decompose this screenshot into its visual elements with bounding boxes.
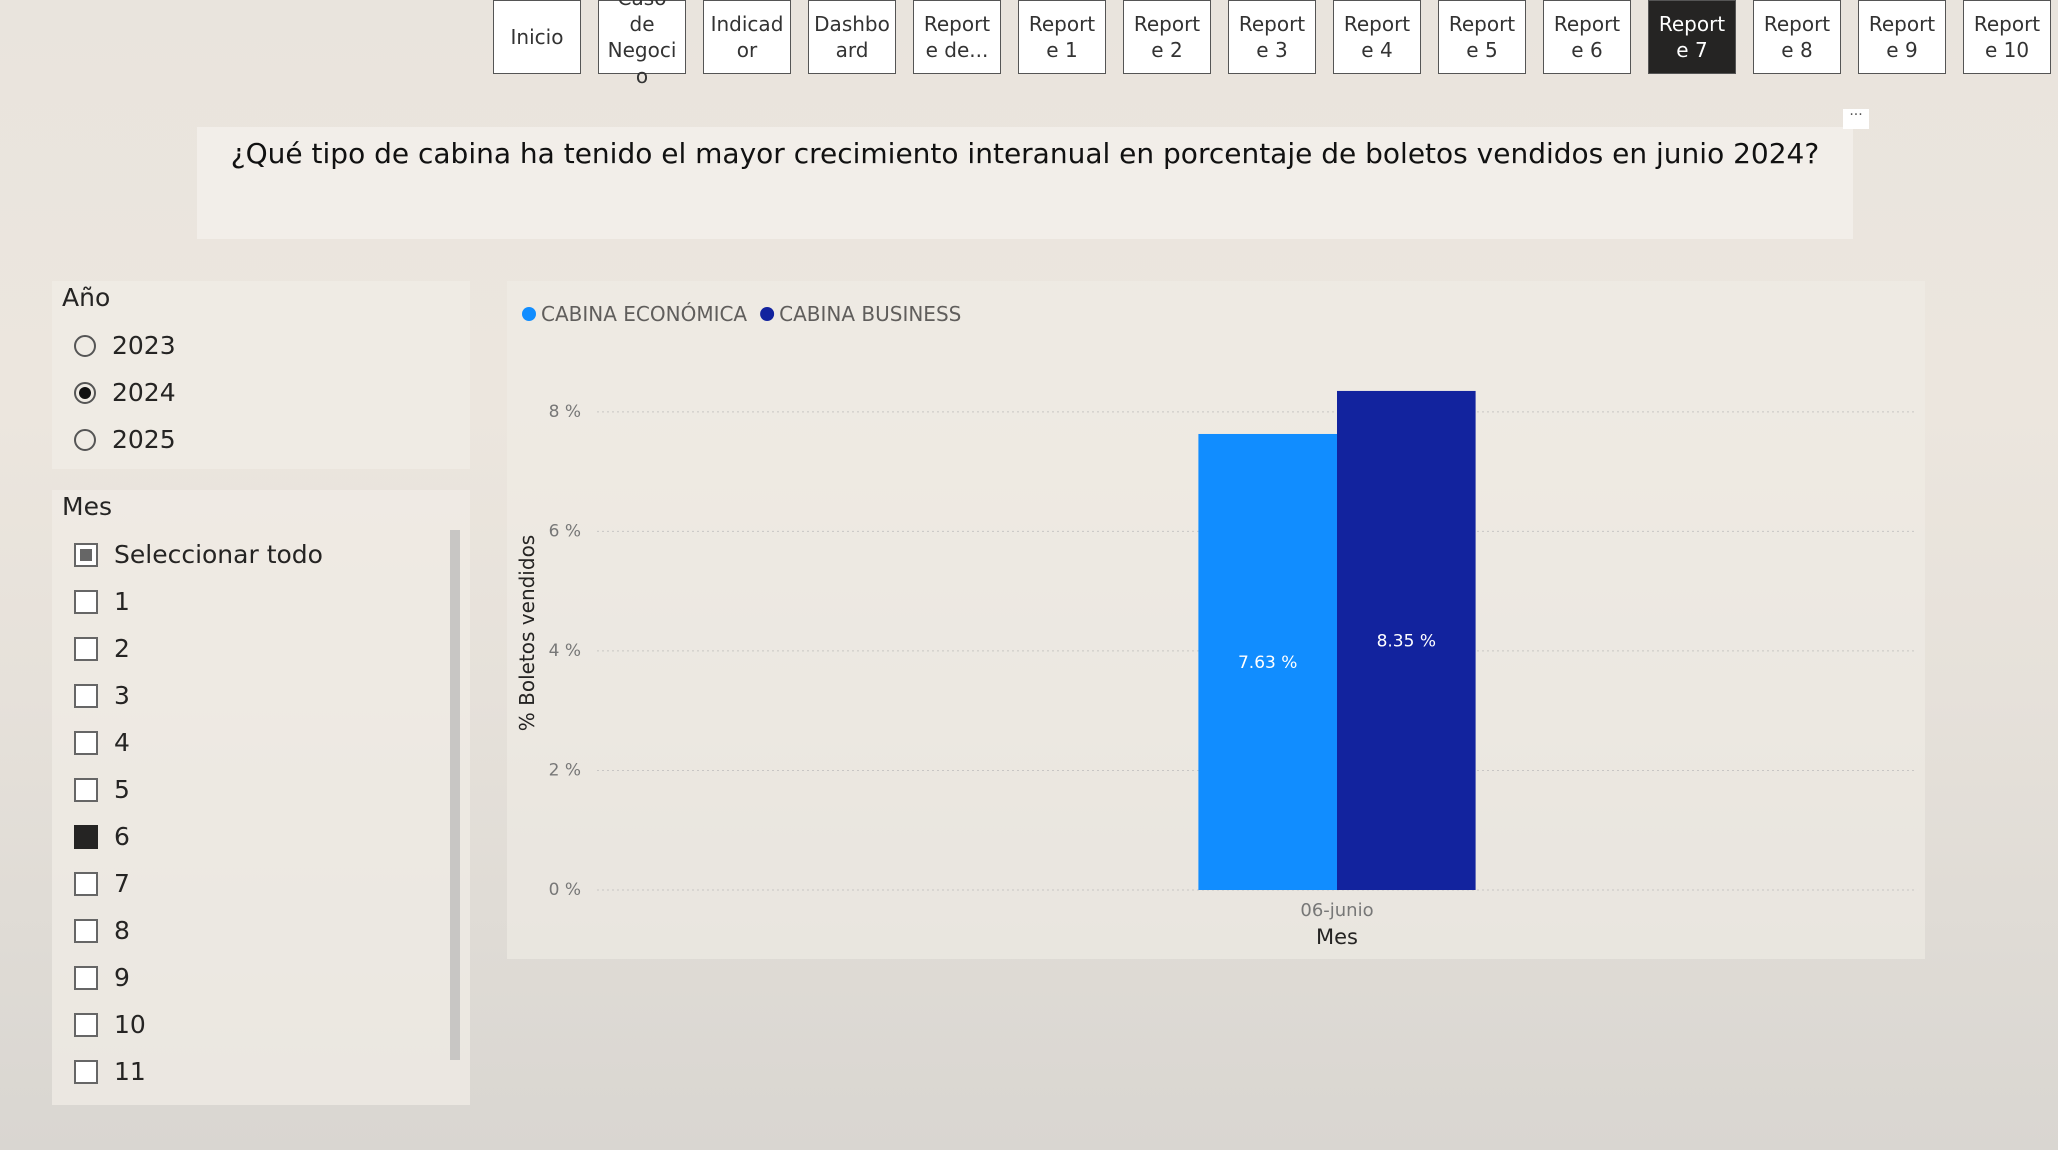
slicer-option[interactable]: 4 — [74, 728, 130, 757]
nav-tab[interactable]: Reporte 5 — [1438, 0, 1526, 74]
nav-tab[interactable]: Indicador — [703, 0, 791, 74]
checkbox[interactable] — [74, 918, 98, 943]
option-label: 2024 — [112, 378, 176, 407]
nav-tab[interactable]: Reporte 10 — [1963, 0, 2051, 74]
slicer-title: Mes — [62, 492, 112, 521]
nav-tab[interactable]: Reporte 2 — [1123, 0, 1211, 74]
checkbox[interactable] — [74, 730, 98, 755]
x-tick-label: 06-junio — [1300, 900, 1373, 921]
y-tick-label: 8 % — [549, 402, 581, 422]
checkbox[interactable] — [74, 542, 98, 567]
bar — [1198, 433, 1337, 890]
question: ¿Qué tipo de cabina ha tenido el mayor c… — [230, 137, 1820, 170]
slicer-option[interactable]: 2025 — [74, 425, 176, 454]
slicer-option[interactable]: 1 — [74, 587, 130, 616]
nav-tab[interactable]: Reporte 7 — [1648, 0, 1736, 74]
option-label: 4 — [114, 728, 130, 757]
year-slicer: Año 2023 2024 2025 — [52, 281, 470, 469]
question-box: ¿Qué tipo de cabina ha tenido el mayor c… — [197, 108, 1869, 239]
slicer-option[interactable]: 2 — [74, 634, 130, 663]
slicer-option[interactable]: 8 — [74, 916, 130, 945]
chart: 0 % 2 % 4 % 6 % 8 % % Boletos vendidos Mes CABI… — [507, 281, 1925, 959]
legend-marker — [522, 307, 536, 321]
nav-tab[interactable]: Reporte 1 — [1018, 0, 1106, 74]
slicer-option[interactable]: 3 — [74, 681, 130, 710]
legend-marker — [760, 307, 775, 321]
nav-tab[interactable]: Reporte de... — [913, 0, 1001, 74]
slicer-option[interactable]: Seleccionar todo — [74, 540, 323, 569]
x-axis-title: Mes — [1316, 925, 1358, 949]
checkbox[interactable] — [74, 1059, 98, 1084]
slicer-title: Año — [62, 283, 111, 312]
option-label: 6 — [114, 822, 130, 851]
month-slicer: Mes Seleccionar todo 1 2 3 4 5 6 7 8 9 10 11 — [52, 490, 470, 1105]
option-label: 8 — [114, 916, 130, 945]
option-label: 10 — [114, 1010, 146, 1039]
slicer-option[interactable]: 9 — [74, 963, 130, 992]
y-tick-label: 0 % — [549, 880, 581, 900]
option-label: 2025 — [112, 425, 176, 454]
slicer-option[interactable]: 2024 — [74, 378, 176, 407]
nav-tab[interactable]: Inicio — [493, 0, 581, 74]
radio-button[interactable] — [74, 334, 96, 357]
checkbox[interactable] — [74, 636, 98, 661]
y-axis-title: % Boletos vendidos — [515, 535, 539, 731]
checkbox[interactable] — [74, 589, 98, 614]
nav-tab[interactable]: Dashboard — [808, 0, 896, 74]
slicer-option[interactable]: 6 — [74, 822, 130, 851]
option-label: 2 — [114, 634, 130, 663]
slicer-option[interactable]: 11 — [74, 1057, 146, 1086]
slicer-option[interactable]: 5 — [74, 775, 130, 804]
checkbox[interactable] — [74, 1012, 98, 1037]
option-label: 3 — [114, 681, 130, 710]
bar — [1337, 390, 1476, 890]
nav-tab[interactable]: Reporte 8 — [1753, 0, 1841, 74]
slicer-option[interactable]: 7 — [74, 869, 130, 898]
y-tick-label: 4 % — [549, 641, 581, 661]
nav-tab[interactable]: Reporte 4 — [1333, 0, 1421, 74]
nav-tab[interactable]: Reporte 3 — [1228, 0, 1316, 74]
y-tick-label: 6 % — [549, 521, 581, 541]
y-tick-label: 2 % — [549, 760, 581, 780]
nav-tab[interactable]: Reporte 9 — [1858, 0, 1946, 74]
legend-label: CABINA ECONÓMICA — [541, 302, 747, 326]
data-label: 7.63 % — [1238, 653, 1297, 673]
nav-tab[interactable]: Caso de Negocio — [598, 0, 686, 88]
more-options[interactable]: ··· — [1843, 108, 1869, 129]
checkbox[interactable] — [74, 871, 98, 896]
checkbox[interactable] — [74, 683, 98, 708]
nav-tab[interactable]: Reporte 6 — [1543, 0, 1631, 74]
option-label: 1 — [114, 587, 130, 616]
scrollbar[interactable] — [450, 530, 460, 1060]
slicer-option[interactable]: 10 — [74, 1010, 146, 1039]
option-label: Seleccionar todo — [114, 540, 323, 569]
radio-button[interactable] — [74, 428, 96, 451]
option-label: 5 — [114, 775, 130, 804]
option-label: 11 — [114, 1057, 146, 1086]
slicer-option[interactable]: 2023 — [74, 331, 176, 360]
option-label: 2023 — [112, 331, 176, 360]
option-label: 7 — [114, 869, 130, 898]
legend-label: CABINA BUSINESS — [779, 302, 961, 326]
data-label: 8.35 % — [1377, 631, 1436, 651]
radio-button[interactable] — [74, 381, 96, 404]
checkbox[interactable] — [74, 777, 98, 802]
checkbox[interactable] — [74, 824, 98, 849]
option-label: 9 — [114, 963, 130, 992]
checkbox[interactable] — [74, 965, 98, 990]
